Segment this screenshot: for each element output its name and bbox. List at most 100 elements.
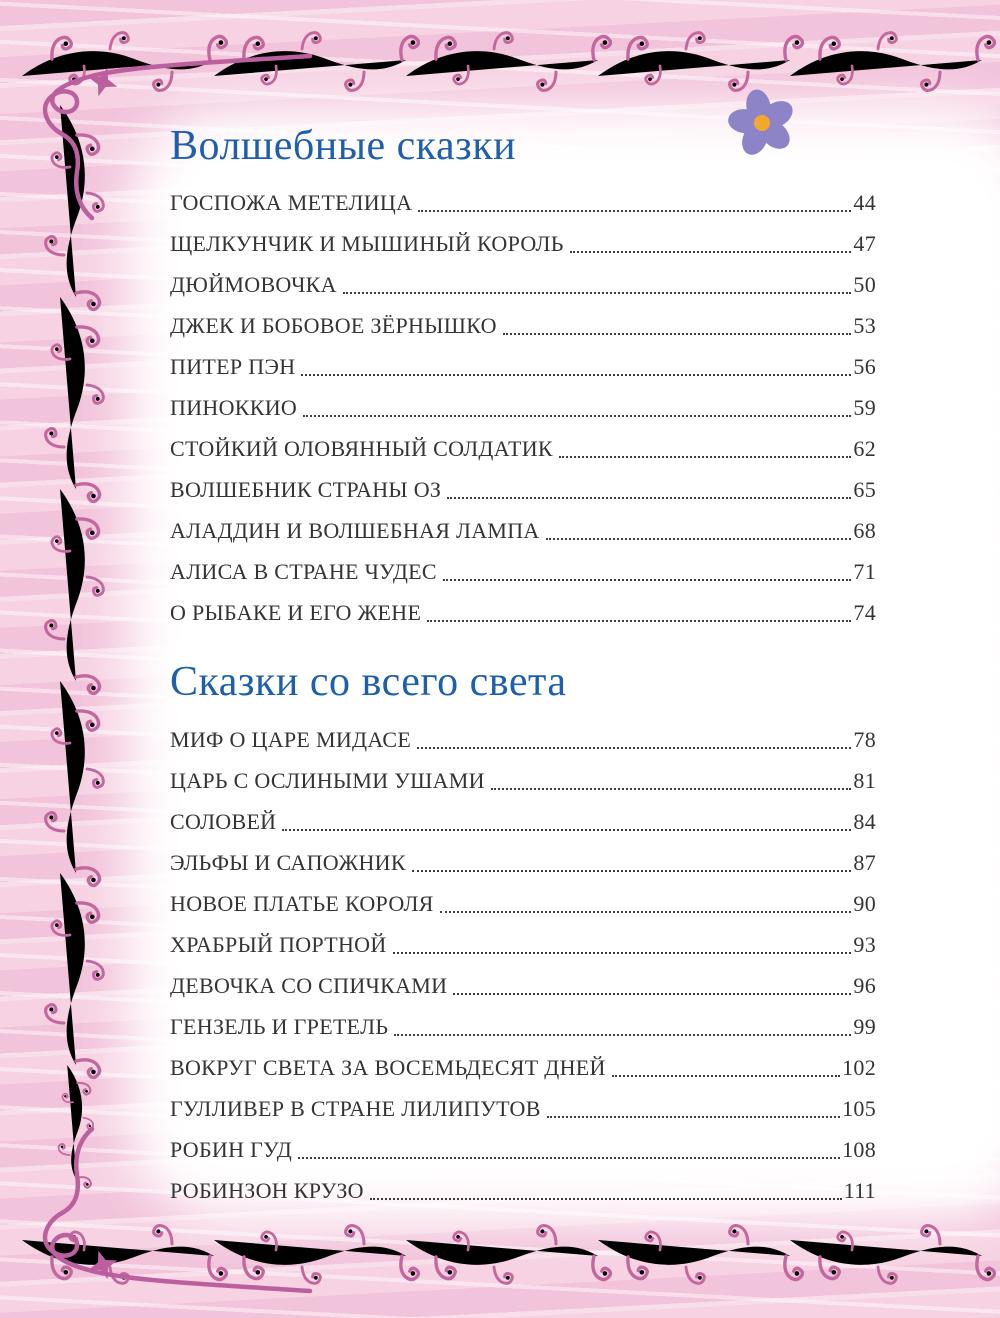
dot-leader [427,620,852,623]
toc-entry-title: АЛАДДИН И ВОЛШЕБНАЯ ЛАМПА [170,518,540,544]
toc-entry-title: ДЖЕК И БОБОВОЕ ЗЁРНЫШКО [170,313,497,339]
toc-entry-page: 81 [853,767,876,793]
toc-rows: МИФ О ЦАРЕ МИДАСЕ 78 ЦАРЬ С ОСЛИНЫМИ УША… [170,717,876,1209]
toc-entry-title: АЛИСА В СТРАНЕ ЧУДЕС [170,559,437,585]
toc-entry-title: ГУЛЛИВЕР В СТРАНЕ ЛИЛИПУТОВ [170,1095,541,1121]
toc-entry-title: ХРАБРЫЙ ПОРТНОЙ [170,931,387,957]
section-title: Волшебные сказки [170,123,517,169]
dot-leader [342,292,852,295]
toc-entry-page: 47 [853,231,876,257]
toc-entry-page: 44 [853,190,876,216]
toc-rows: ГОСПОЖА МЕТЕЛИЦА 44 ЩЕЛКУНЧИК И МЫШИНЫЙ … [170,180,876,631]
dot-leader [558,456,852,459]
toc-entry-page: 53 [853,313,876,339]
toc-entry: РОБИНЗОН КРУЗО 111 [170,1168,876,1209]
toc-entry: ГЕНЗЕЛЬ И ГРЕТЕЛЬ 99 [170,1004,876,1045]
dot-leader [392,951,852,954]
dot-leader [394,1033,852,1036]
dot-leader [282,828,852,831]
toc-entry-page: 84 [853,808,876,834]
toc-entry: ПИТЕР ПЭН 56 [170,344,876,385]
toc-entry-page: 102 [842,1054,876,1080]
toc-entry-title: ВОЛШЕБНИК СТРАНЫ ОЗ [170,477,442,503]
dot-leader [502,333,852,336]
toc-entry-page: 68 [853,518,876,544]
toc-entry-title: ДЮЙМОВОЧКА [170,272,337,298]
toc-entry-title: СТОЙКИЙ ОЛОВЯННЫЙ СОЛДАТИК [170,436,553,462]
toc-entry: О РЫБАКЕ И ЕГО ЖЕНЕ 74 [170,590,876,631]
toc-entry-title: ВОКРУГ СВЕТА ЗА ВОСЕМЬДЕСЯТ ДНЕЙ [170,1054,606,1080]
toc-entry-title: МИФ О ЦАРЕ МИДАСЕ [170,726,412,752]
toc-entry-page: 108 [842,1136,876,1162]
toc-entry: СТОЙКИЙ ОЛОВЯННЫЙ СОЛДАТИК 62 [170,426,876,467]
toc-entry-page: 74 [853,600,876,626]
dot-leader [369,1197,842,1200]
dot-leader [411,869,852,872]
toc-entry: ЭЛЬФЫ И САПОЖНИК 87 [170,840,876,881]
toc-section: Сказки со всего света МИФ О ЦАРЕ МИДАСЕ … [170,658,876,1208]
toc-entry-title: РОБИН ГУД [170,1136,293,1162]
toc-entry: ЦАРЬ С ОСЛИНЫМИ УШАМИ 81 [170,758,876,799]
toc-entry-page: 59 [853,395,876,421]
toc-entry-page: 90 [853,890,876,916]
toc-entry: СОЛОВЕЙ 84 [170,799,876,840]
dot-leader [545,538,852,541]
toc-entry-page: 50 [853,272,876,298]
toc-entry-page: 93 [853,931,876,957]
toc-entry: ДЖЕК И БОБОВОЕ ЗЁРНЫШКО 53 [170,303,876,344]
toc-entry: ВОЛШЕБНИК СТРАНЫ ОЗ 65 [170,467,876,508]
toc-entry: РОБИН ГУД 108 [170,1127,876,1168]
toc-entry: МИФ О ЦАРЕ МИДАСЕ 78 [170,717,876,758]
toc-entry: ВОКРУГ СВЕТА ЗА ВОСЕМЬДЕСЯТ ДНЕЙ 102 [170,1045,876,1086]
toc-entry-page: 111 [843,1177,876,1203]
dot-leader [442,579,852,582]
dot-leader [611,1074,841,1077]
toc-entry-page: 65 [853,477,876,503]
toc-entry: ГУЛЛИВЕР В СТРАНЕ ЛИЛИПУТОВ 105 [170,1086,876,1127]
dot-leader [546,1115,841,1118]
toc-entry-page: 96 [853,972,876,998]
dot-leader [417,746,852,749]
toc-entry: ГОСПОЖА МЕТЕЛИЦА 44 [170,180,876,221]
toc-entry: АЛИСА В СТРАНЕ ЧУДЕС 71 [170,549,876,590]
dot-leader [301,374,852,377]
toc-entry-title: ДЕВОЧКА СО СПИЧКАМИ [170,972,448,998]
toc-entry: ЩЕЛКУНЧИК И МЫШИНЫЙ КОРОЛЬ 47 [170,221,876,262]
dot-leader [298,1156,841,1159]
toc-entry: ДЮЙМОВОЧКА 50 [170,262,876,303]
toc-entry: АЛАДДИН И ВОЛШЕБНАЯ ЛАМПА 68 [170,508,876,549]
dot-leader [418,210,852,213]
toc-entry: ХРАБРЫЙ ПОРТНОЙ 93 [170,922,876,963]
toc-entry-title: ЦАРЬ С ОСЛИНЫМИ УШАМИ [170,767,485,793]
toc-entry-page: 99 [853,1013,876,1039]
toc-entry-title: ПИНОККИО [170,395,298,421]
toc-entry: ПИНОККИО 59 [170,385,876,426]
dot-leader [453,992,852,995]
toc-entry-title: ЩЕЛКУНЧИК И МЫШИНЫЙ КОРОЛЬ [170,231,564,257]
toc-entry-title: ЭЛЬФЫ И САПОЖНИК [170,849,406,875]
dot-leader [447,497,852,500]
toc-entry-page: 78 [853,726,876,752]
toc-entry-page: 71 [853,559,876,585]
toc-entry-title: СОЛОВЕЙ [170,808,277,834]
toc-entry-title: НОВОЕ ПЛАТЬЕ КОРОЛЯ [170,890,434,916]
dot-leader [439,910,852,913]
toc-entry: НОВОЕ ПЛАТЬЕ КОРОЛЯ 90 [170,881,876,922]
section-title: Сказки со всего света [170,659,567,706]
toc-entry-title: О РЫБАКЕ И ЕГО ЖЕНЕ [170,600,422,626]
toc-entry-title: РОБИНЗОН КРУЗО [170,1177,364,1203]
toc-entry: ДЕВОЧКА СО СПИЧКАМИ 96 [170,963,876,1004]
toc-entry-page: 62 [853,436,876,462]
table-of-contents: Волшебные сказки ГОСПОЖА МЕТЕЛИЦА 44 ЩЕЛ… [170,0,876,1209]
dot-leader [569,251,852,254]
dot-leader [303,415,852,418]
toc-section: Волшебные сказки ГОСПОЖА МЕТЕЛИЦА 44 ЩЕЛ… [170,122,876,631]
toc-entry-title: ПИТЕР ПЭН [170,354,296,380]
toc-entry-title: ГЕНЗЕЛЬ И ГРЕТЕЛЬ [170,1013,389,1039]
toc-entry-page: 105 [842,1095,876,1121]
toc-entry-page: 87 [853,849,876,875]
toc-entry-title: ГОСПОЖА МЕТЕЛИЦА [170,190,413,216]
dot-leader [490,787,852,790]
toc-entry-page: 56 [853,354,876,380]
